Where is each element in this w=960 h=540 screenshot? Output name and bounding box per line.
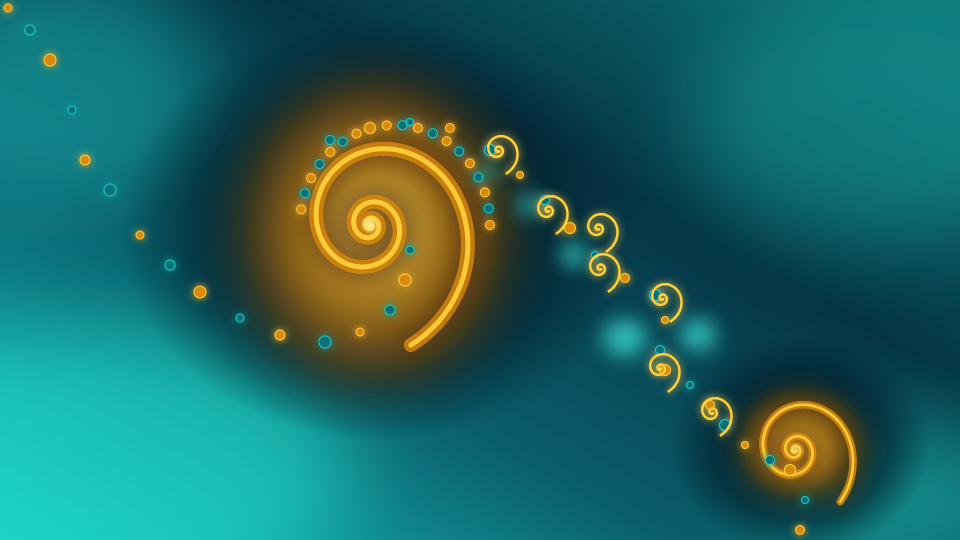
gold-bead: [364, 122, 376, 134]
teal-bead: [686, 381, 694, 389]
teal-bead: [454, 146, 465, 157]
gold-bead: [274, 329, 286, 341]
teal-bead: [405, 245, 415, 255]
teal-bead: [397, 120, 408, 131]
teal-bead: [473, 172, 484, 183]
mini-curl: [586, 212, 619, 253]
cyan-highlights: [479, 164, 716, 356]
gold-bead: [413, 123, 423, 133]
teal-bead: [427, 128, 438, 139]
teal-bead: [406, 118, 414, 126]
spiral-core: [791, 446, 799, 454]
gold-bead: [3, 3, 13, 13]
spiral-core: [364, 219, 376, 231]
gold-bead: [620, 273, 630, 283]
gold-bead: [464, 158, 475, 169]
gold-bead: [741, 441, 749, 449]
mini-curl: [536, 194, 569, 235]
main-spiral: [303, 135, 481, 359]
teal-bead: [483, 203, 494, 214]
gold-bead: [43, 53, 57, 67]
gold-bead: [564, 222, 576, 234]
gold-bead: [479, 187, 490, 198]
mini-curl: [700, 396, 733, 437]
teal-bead: [765, 455, 775, 465]
teal-bead: [325, 135, 335, 145]
cyan-glow-top-right: [690, 0, 960, 240]
mini-curl: [648, 352, 681, 393]
teal-bead: [318, 335, 332, 349]
mini-curl: [650, 282, 683, 323]
gold-bead: [325, 146, 336, 157]
teal-bead: [164, 259, 176, 271]
gold-bead: [398, 273, 412, 287]
teal-bead: [299, 188, 310, 199]
gold-bead: [306, 173, 317, 184]
bead-chain: [3, 3, 809, 535]
gold-bead: [355, 327, 365, 337]
teal-bead: [337, 136, 348, 147]
teal-bead: [235, 313, 245, 323]
gold-bead: [351, 128, 362, 139]
gold-bead: [135, 230, 145, 240]
gold-bead: [193, 285, 207, 299]
teal-bead: [801, 496, 809, 504]
gold-bead: [296, 204, 307, 215]
teal-bead: [24, 24, 36, 36]
gold-bead: [795, 525, 805, 535]
mini-curl: [588, 252, 621, 293]
gold-bead: [784, 464, 796, 476]
gold-bead: [381, 120, 392, 131]
gold-bead: [445, 123, 455, 133]
gold-bead: [485, 220, 495, 230]
teal-bead: [103, 183, 117, 197]
gold-bead: [441, 136, 452, 147]
teal-bead: [314, 159, 325, 170]
small-spiral: [755, 397, 861, 509]
teal-bead: [67, 105, 77, 115]
gold-bead: [661, 316, 669, 324]
mini-curl: [486, 134, 519, 175]
gold-bead: [79, 154, 91, 166]
gold-bead: [516, 171, 524, 179]
teal-bead: [384, 304, 396, 316]
